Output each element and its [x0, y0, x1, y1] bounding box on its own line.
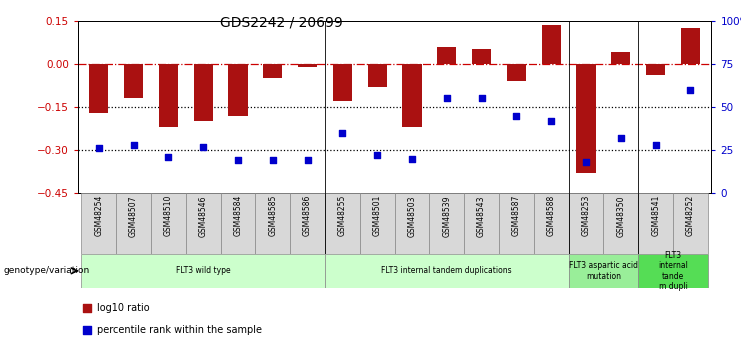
Text: GSM48546: GSM48546 [199, 195, 207, 237]
Bar [333, 64, 352, 101]
Text: GSM48510: GSM48510 [164, 195, 173, 236]
Bar [151, 193, 186, 254]
Bar [429, 193, 464, 254]
Bar [673, 193, 708, 254]
Bar [193, 64, 213, 121]
Bar [116, 193, 151, 254]
Bar [507, 64, 526, 81]
Point [650, 142, 662, 148]
Text: FLT3 internal tandem duplications: FLT3 internal tandem duplications [382, 266, 512, 275]
Bar [325, 193, 360, 254]
Point [475, 11, 487, 16]
Bar [124, 64, 143, 98]
Text: GSM48503: GSM48503 [408, 195, 416, 237]
Text: GSM48539: GSM48539 [442, 195, 451, 237]
Point [336, 130, 348, 136]
Bar [402, 64, 422, 127]
Point [127, 142, 139, 148]
Point [580, 159, 592, 165]
Text: GSM48252: GSM48252 [686, 195, 695, 236]
Point [441, 96, 453, 101]
Text: GSM48588: GSM48588 [547, 195, 556, 236]
Point [267, 158, 279, 163]
Text: GSM48587: GSM48587 [512, 195, 521, 236]
Point [475, 215, 487, 220]
Bar [638, 193, 673, 254]
Bar [159, 64, 178, 127]
Text: GSM48541: GSM48541 [651, 195, 660, 236]
Bar [576, 64, 596, 173]
Text: GSM48254: GSM48254 [94, 195, 103, 236]
Bar [256, 193, 290, 254]
Bar [82, 254, 325, 288]
Bar [437, 47, 456, 64]
Text: GSM48586: GSM48586 [303, 195, 312, 236]
Bar [603, 193, 638, 254]
Bar [186, 193, 221, 254]
Text: GSM48255: GSM48255 [338, 195, 347, 236]
Bar [542, 25, 561, 64]
Bar [263, 64, 282, 78]
Text: log10 ratio: log10 ratio [97, 303, 150, 313]
Text: GDS2242 / 20699: GDS2242 / 20699 [220, 16, 343, 30]
Text: GSM48253: GSM48253 [582, 195, 591, 236]
Bar [394, 193, 429, 254]
Point [371, 152, 383, 158]
Bar [360, 193, 394, 254]
Text: FLT3
internal
tande
m dupli: FLT3 internal tande m dupli [658, 251, 688, 291]
Bar [499, 193, 534, 254]
Text: GSM48501: GSM48501 [373, 195, 382, 236]
Bar [681, 28, 700, 64]
Text: GSM48543: GSM48543 [477, 195, 486, 237]
Bar [611, 52, 631, 64]
Text: GSM48350: GSM48350 [617, 195, 625, 237]
Text: FLT3 aspartic acid
mutation: FLT3 aspartic acid mutation [569, 261, 638, 280]
Point [93, 146, 104, 151]
Bar [472, 49, 491, 64]
Point [476, 96, 488, 101]
Bar [82, 193, 116, 254]
Bar [325, 254, 568, 288]
Bar [534, 193, 568, 254]
Bar [464, 193, 499, 254]
Point [615, 135, 627, 141]
Bar [568, 254, 638, 288]
Text: FLT3 wild type: FLT3 wild type [176, 266, 230, 275]
Bar [298, 64, 317, 67]
Text: GSM48584: GSM48584 [233, 195, 242, 236]
Bar [290, 193, 325, 254]
Bar [221, 193, 256, 254]
Point [162, 154, 174, 160]
Bar [646, 64, 665, 75]
Text: genotype/variation: genotype/variation [4, 266, 90, 275]
Bar [89, 64, 108, 113]
Point [511, 113, 522, 118]
Point [197, 144, 209, 149]
Point [685, 87, 697, 92]
Text: GSM48585: GSM48585 [268, 195, 277, 236]
Bar [368, 64, 387, 87]
Point [232, 158, 244, 163]
Point [545, 118, 557, 124]
Bar [228, 64, 247, 116]
Text: percentile rank within the sample: percentile rank within the sample [97, 325, 262, 335]
Text: GSM48507: GSM48507 [129, 195, 138, 237]
Point [302, 158, 313, 163]
Point [406, 156, 418, 161]
Bar [638, 254, 708, 288]
Bar [568, 193, 603, 254]
